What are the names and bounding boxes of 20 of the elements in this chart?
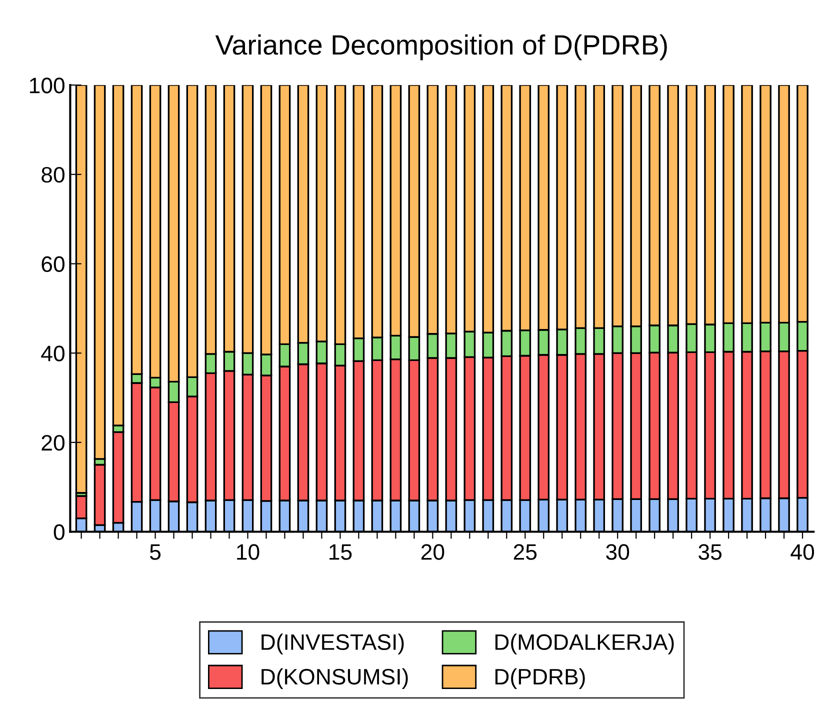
chart-title: Variance Decomposition of D(PDRB) [215, 34, 667, 60]
y-tick-label: 60 [42, 256, 64, 272]
x-tick-label: 10 [237, 544, 260, 560]
x-tick-label: 20 [421, 544, 444, 560]
x-tick-label: 25 [514, 544, 537, 560]
x-tick-label: 15 [330, 544, 352, 560]
legend-label: D(PDRB) [495, 668, 585, 689]
y-tick-label: 40 [41, 346, 64, 362]
x-tick-label: 5 [150, 544, 161, 560]
bar [75, 85, 88, 494]
y-tick-label: 80 [42, 166, 64, 183]
legend-label: D(KONSUMSI) [262, 668, 408, 689]
y-tick-label: 0 [54, 524, 64, 540]
x-tick-label: 35 [698, 544, 722, 560]
y-tick-label: 100 [30, 78, 64, 94]
legend-label: D(MODALKERJA) [495, 634, 674, 654]
x-tick-label: 30 [606, 544, 630, 560]
legend-label: D(INVESTASI) [262, 634, 404, 654]
x-tick-label: 40 [790, 544, 814, 560]
y-tick-label: 20 [42, 434, 64, 451]
